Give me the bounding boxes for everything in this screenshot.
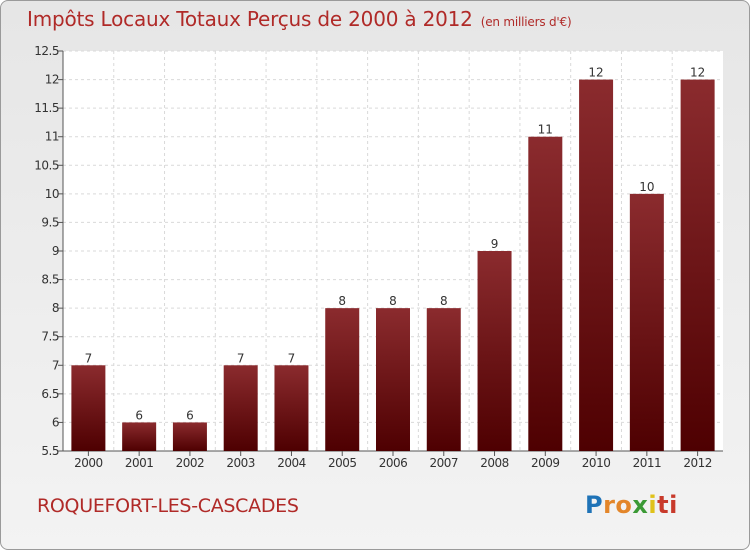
- x-tick-label: 2006: [379, 456, 408, 470]
- bar-value-label: 8: [440, 294, 448, 308]
- bar: [528, 136, 563, 451]
- bar-value-label: 7: [288, 351, 296, 365]
- x-tick-label: 2005: [328, 456, 357, 470]
- y-tick-label: 9.5: [41, 215, 59, 229]
- y-tick-label: 8: [52, 301, 59, 315]
- y-tick-label: 5.5: [41, 444, 59, 458]
- bar-value-label: 12: [690, 66, 705, 80]
- y-tick-label: 10: [45, 187, 59, 201]
- x-tick-label: 2000: [74, 456, 103, 470]
- bar: [629, 193, 664, 451]
- x-tick-label: 2012: [683, 456, 712, 470]
- y-tick-label: 6.5: [41, 387, 59, 401]
- y-tick-label: 8.5: [41, 273, 59, 287]
- x-tick-label: 2009: [531, 456, 560, 470]
- bar: [122, 422, 157, 451]
- proxiti-logo[interactable]: Proxiti: [585, 491, 678, 519]
- bar: [71, 365, 106, 451]
- y-tick-label: 7: [52, 358, 59, 372]
- logo-part: x: [632, 491, 649, 519]
- bar: [579, 79, 614, 452]
- y-tick-label: 11: [45, 130, 59, 144]
- x-tick-label: 2008: [480, 456, 509, 470]
- commune-name: ROQUEFORT-LES-CASCADES: [37, 495, 299, 517]
- logo-part: i: [648, 491, 658, 519]
- x-tick-label: 2003: [226, 456, 255, 470]
- bar: [477, 251, 512, 451]
- bar: [376, 308, 410, 451]
- chart-title: Impôts Locaux Totaux Perçus de 2000 à 20…: [27, 7, 572, 31]
- bar: [325, 308, 360, 451]
- bar-value-label: 7: [85, 351, 93, 365]
- x-tick-label: 2011: [633, 456, 662, 470]
- x-tick-label: 2001: [125, 456, 154, 470]
- x-tick-label: 2002: [176, 456, 205, 470]
- y-tick-label: 12.5: [34, 44, 59, 58]
- y-tick-label: 9: [52, 244, 59, 258]
- unit-label: (en milliers d'€): [480, 15, 572, 29]
- x-tick-label: 2007: [429, 456, 458, 470]
- bar: [274, 365, 309, 451]
- title-text: Impôts Locaux Totaux Perçus de 2000 à 20…: [27, 7, 473, 31]
- logo-part: P: [585, 491, 604, 519]
- bar-value-label: 7: [237, 351, 245, 365]
- x-tick-label: 2004: [277, 456, 306, 470]
- bar: [223, 365, 258, 451]
- bar: [680, 79, 715, 452]
- y-tick-label: 10.5: [34, 158, 59, 172]
- x-tick-label: 2010: [582, 456, 611, 470]
- bar: [172, 422, 207, 451]
- bar-value-label: 11: [538, 123, 553, 137]
- bar: [426, 308, 461, 451]
- y-tick-label: 11.5: [34, 101, 59, 115]
- y-tick-label: 6: [52, 415, 59, 429]
- bar-value-label: 10: [639, 180, 654, 194]
- bar-value-label: 8: [389, 294, 397, 308]
- y-tick-label: 12: [45, 73, 59, 87]
- logo-part: ti: [657, 491, 678, 519]
- bar-value-label: 9: [491, 237, 499, 251]
- bar-value-label: 6: [186, 408, 194, 422]
- bar-value-label: 8: [338, 294, 346, 308]
- bar-value-label: 12: [588, 66, 603, 80]
- logo-part: ro: [603, 491, 633, 519]
- bar-value-label: 6: [135, 408, 143, 422]
- y-tick-label: 7.5: [41, 330, 59, 344]
